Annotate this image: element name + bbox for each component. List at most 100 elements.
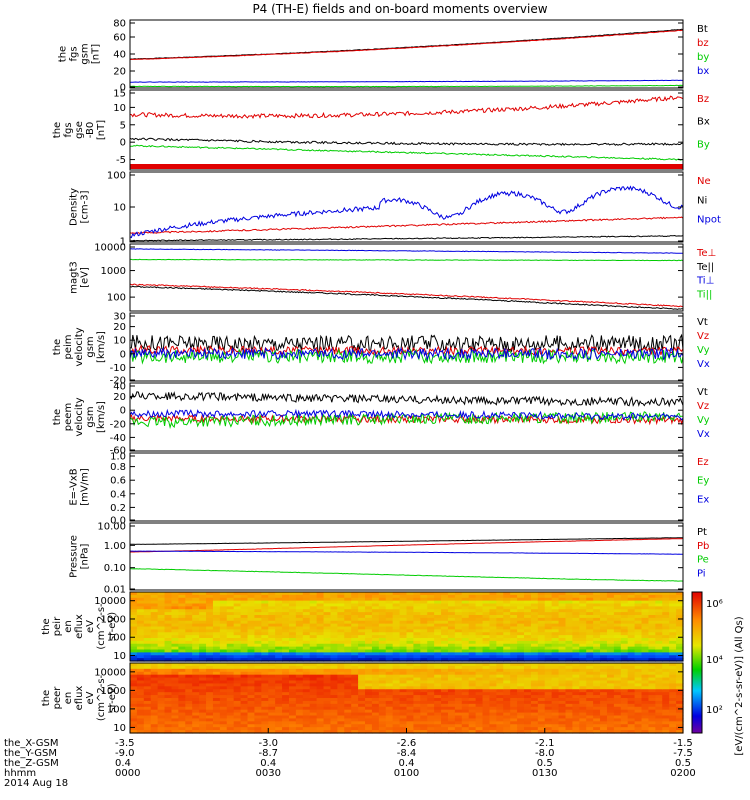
peir_spectrogram-cell — [199, 655, 207, 659]
peer_spectrogram-cell — [330, 715, 338, 720]
peir_spectrogram-cell — [226, 640, 235, 645]
peer_spectrogram-cell — [233, 698, 242, 702]
peir_spectrogram-cell — [282, 643, 290, 648]
peir_spectrogram-cell — [358, 617, 366, 622]
peer_spectrogram-cell — [565, 674, 573, 679]
date-label: 2014 Aug 18 — [4, 778, 68, 789]
peir_spectrogram-cell — [551, 597, 560, 602]
peir_spectrogram-cell — [454, 652, 463, 656]
peer_spectrogram-cell — [406, 721, 415, 725]
peir_spectrogram-cell — [468, 626, 477, 630]
peir_spectrogram-cell — [441, 612, 449, 616]
peer_spectrogram-cell — [385, 700, 394, 705]
peir_spectrogram-cell — [233, 626, 242, 630]
peer_spectrogram-cell — [316, 683, 325, 687]
peir_spectrogram-cell — [330, 635, 338, 639]
peir_spectrogram-cell — [150, 609, 159, 613]
peir_spectrogram-cell — [212, 649, 221, 653]
peer_spectrogram-cell — [130, 695, 138, 699]
peir_spectrogram-cell — [427, 629, 435, 633]
peer_spectrogram-cell — [496, 695, 504, 699]
peir_spectrogram-cell — [413, 620, 421, 625]
peer_spectrogram-cell — [503, 689, 511, 693]
peer_spectrogram-cell — [524, 721, 532, 725]
peir_spectrogram-cell — [212, 646, 221, 651]
peir_spectrogram-cell — [309, 594, 318, 599]
peir_spectrogram-cell — [171, 640, 179, 645]
peer_spectrogram-cell — [233, 692, 242, 696]
peer_spectrogram-cell — [648, 721, 656, 725]
peir_spectrogram-cell — [565, 658, 573, 662]
peer_spectrogram-cell — [586, 712, 594, 717]
peim_velocity-ylabel-line-1: peim — [63, 334, 74, 359]
peir_spectrogram-cell — [544, 594, 553, 599]
peer_spectrogram-cell — [206, 724, 214, 728]
peir_spectrogram-cell — [130, 643, 138, 648]
peir_spectrogram-cell — [627, 615, 636, 619]
peir_spectrogram-cell — [212, 592, 221, 596]
peir_spectrogram-cell — [613, 652, 622, 656]
peir_spectrogram-cell — [254, 646, 262, 651]
peer_spectrogram-cell — [530, 680, 539, 685]
peir_spectrogram-cell — [503, 646, 511, 651]
peer_spectrogram-cell — [399, 674, 408, 679]
peer_spectrogram-cell — [309, 712, 318, 717]
peer_spectrogram-cell — [510, 680, 518, 685]
peir_spectrogram-cell — [136, 615, 145, 619]
peer_spectrogram-cell — [371, 727, 380, 731]
peer_spectrogram-cell — [676, 674, 684, 679]
peir_spectrogram-cell — [620, 640, 629, 645]
peer_spectrogram-cell — [275, 668, 283, 673]
peir_spectrogram-cell — [517, 592, 525, 596]
peir_spectrogram-cell — [330, 620, 338, 625]
peer_spectrogram-cell — [641, 715, 650, 720]
peir_spectrogram-cell — [676, 643, 684, 648]
peer_spectrogram-cell — [482, 706, 491, 711]
peer_spectrogram-cell — [199, 724, 207, 728]
peer_spectrogram-cell — [392, 706, 401, 711]
peer_spectrogram-cell — [558, 721, 567, 725]
peir_spectrogram-cell — [420, 603, 428, 607]
peir_spectrogram-cell — [206, 640, 214, 645]
peir_spectrogram-ylabel-line-6: sr-eV) — [107, 612, 118, 641]
peer_spectrogram-cell — [275, 718, 283, 722]
peer_spectrogram-cell — [413, 677, 421, 682]
peir_spectrogram-cell — [606, 600, 615, 605]
peir_spectrogram-cell — [655, 652, 663, 656]
peir_spectrogram-cell — [524, 615, 532, 619]
peir_spectrogram-cell — [150, 597, 159, 602]
peir_spectrogram-cell — [662, 603, 670, 607]
peir_spectrogram-cell — [420, 623, 428, 628]
peer_spectrogram-cell — [586, 695, 594, 699]
legend-fgs_gse-1: Bx — [697, 117, 710, 128]
peir_spectrogram-cell — [454, 609, 463, 613]
fgs_gse-ylabel: the fgs gse -B0 [nT] — [52, 120, 107, 140]
peir_spectrogram-cell — [275, 592, 283, 596]
peir_spectrogram-cell — [627, 643, 636, 648]
peir_spectrogram-cell — [503, 643, 511, 648]
peer_spectrogram-cell — [171, 692, 179, 696]
peir_spectrogram-cell — [447, 635, 456, 639]
peer_spectrogram-cell — [606, 700, 615, 705]
peer_spectrogram-cell — [627, 706, 636, 711]
peir_spectrogram-cell — [551, 603, 560, 607]
peer_spectrogram-cell — [406, 730, 415, 734]
peer_spectrogram-cell — [655, 671, 663, 676]
peir_spectrogram-cell — [378, 592, 387, 596]
peer_spectrogram-cell — [613, 683, 622, 687]
peer_spectrogram-cell — [130, 698, 138, 702]
peir_spectrogram-cell — [254, 623, 262, 628]
peir_spectrogram-cell — [544, 626, 553, 630]
peer_spectrogram-cell — [627, 698, 636, 702]
peer_spectrogram-cell — [178, 703, 186, 708]
legend-e_field-1: Ey — [697, 476, 709, 487]
peer_spectrogram-cell — [385, 686, 394, 690]
peir_spectrogram-cell — [613, 638, 622, 642]
peer_spectrogram-cell — [524, 730, 532, 734]
peir_spectrogram-cell — [378, 632, 387, 636]
peer_spectrogram-cell — [558, 715, 567, 720]
peer_spectrogram-cell — [475, 724, 484, 728]
peir_spectrogram-cell — [254, 640, 262, 645]
